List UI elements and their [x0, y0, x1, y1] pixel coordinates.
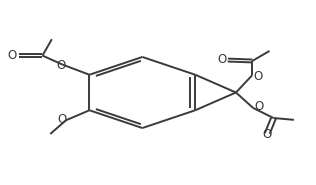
Text: O: O — [57, 59, 66, 72]
Text: O: O — [262, 128, 271, 142]
Text: O: O — [254, 100, 263, 113]
Text: O: O — [253, 70, 263, 83]
Text: O: O — [217, 53, 226, 66]
Text: O: O — [8, 49, 17, 62]
Text: O: O — [57, 112, 67, 125]
